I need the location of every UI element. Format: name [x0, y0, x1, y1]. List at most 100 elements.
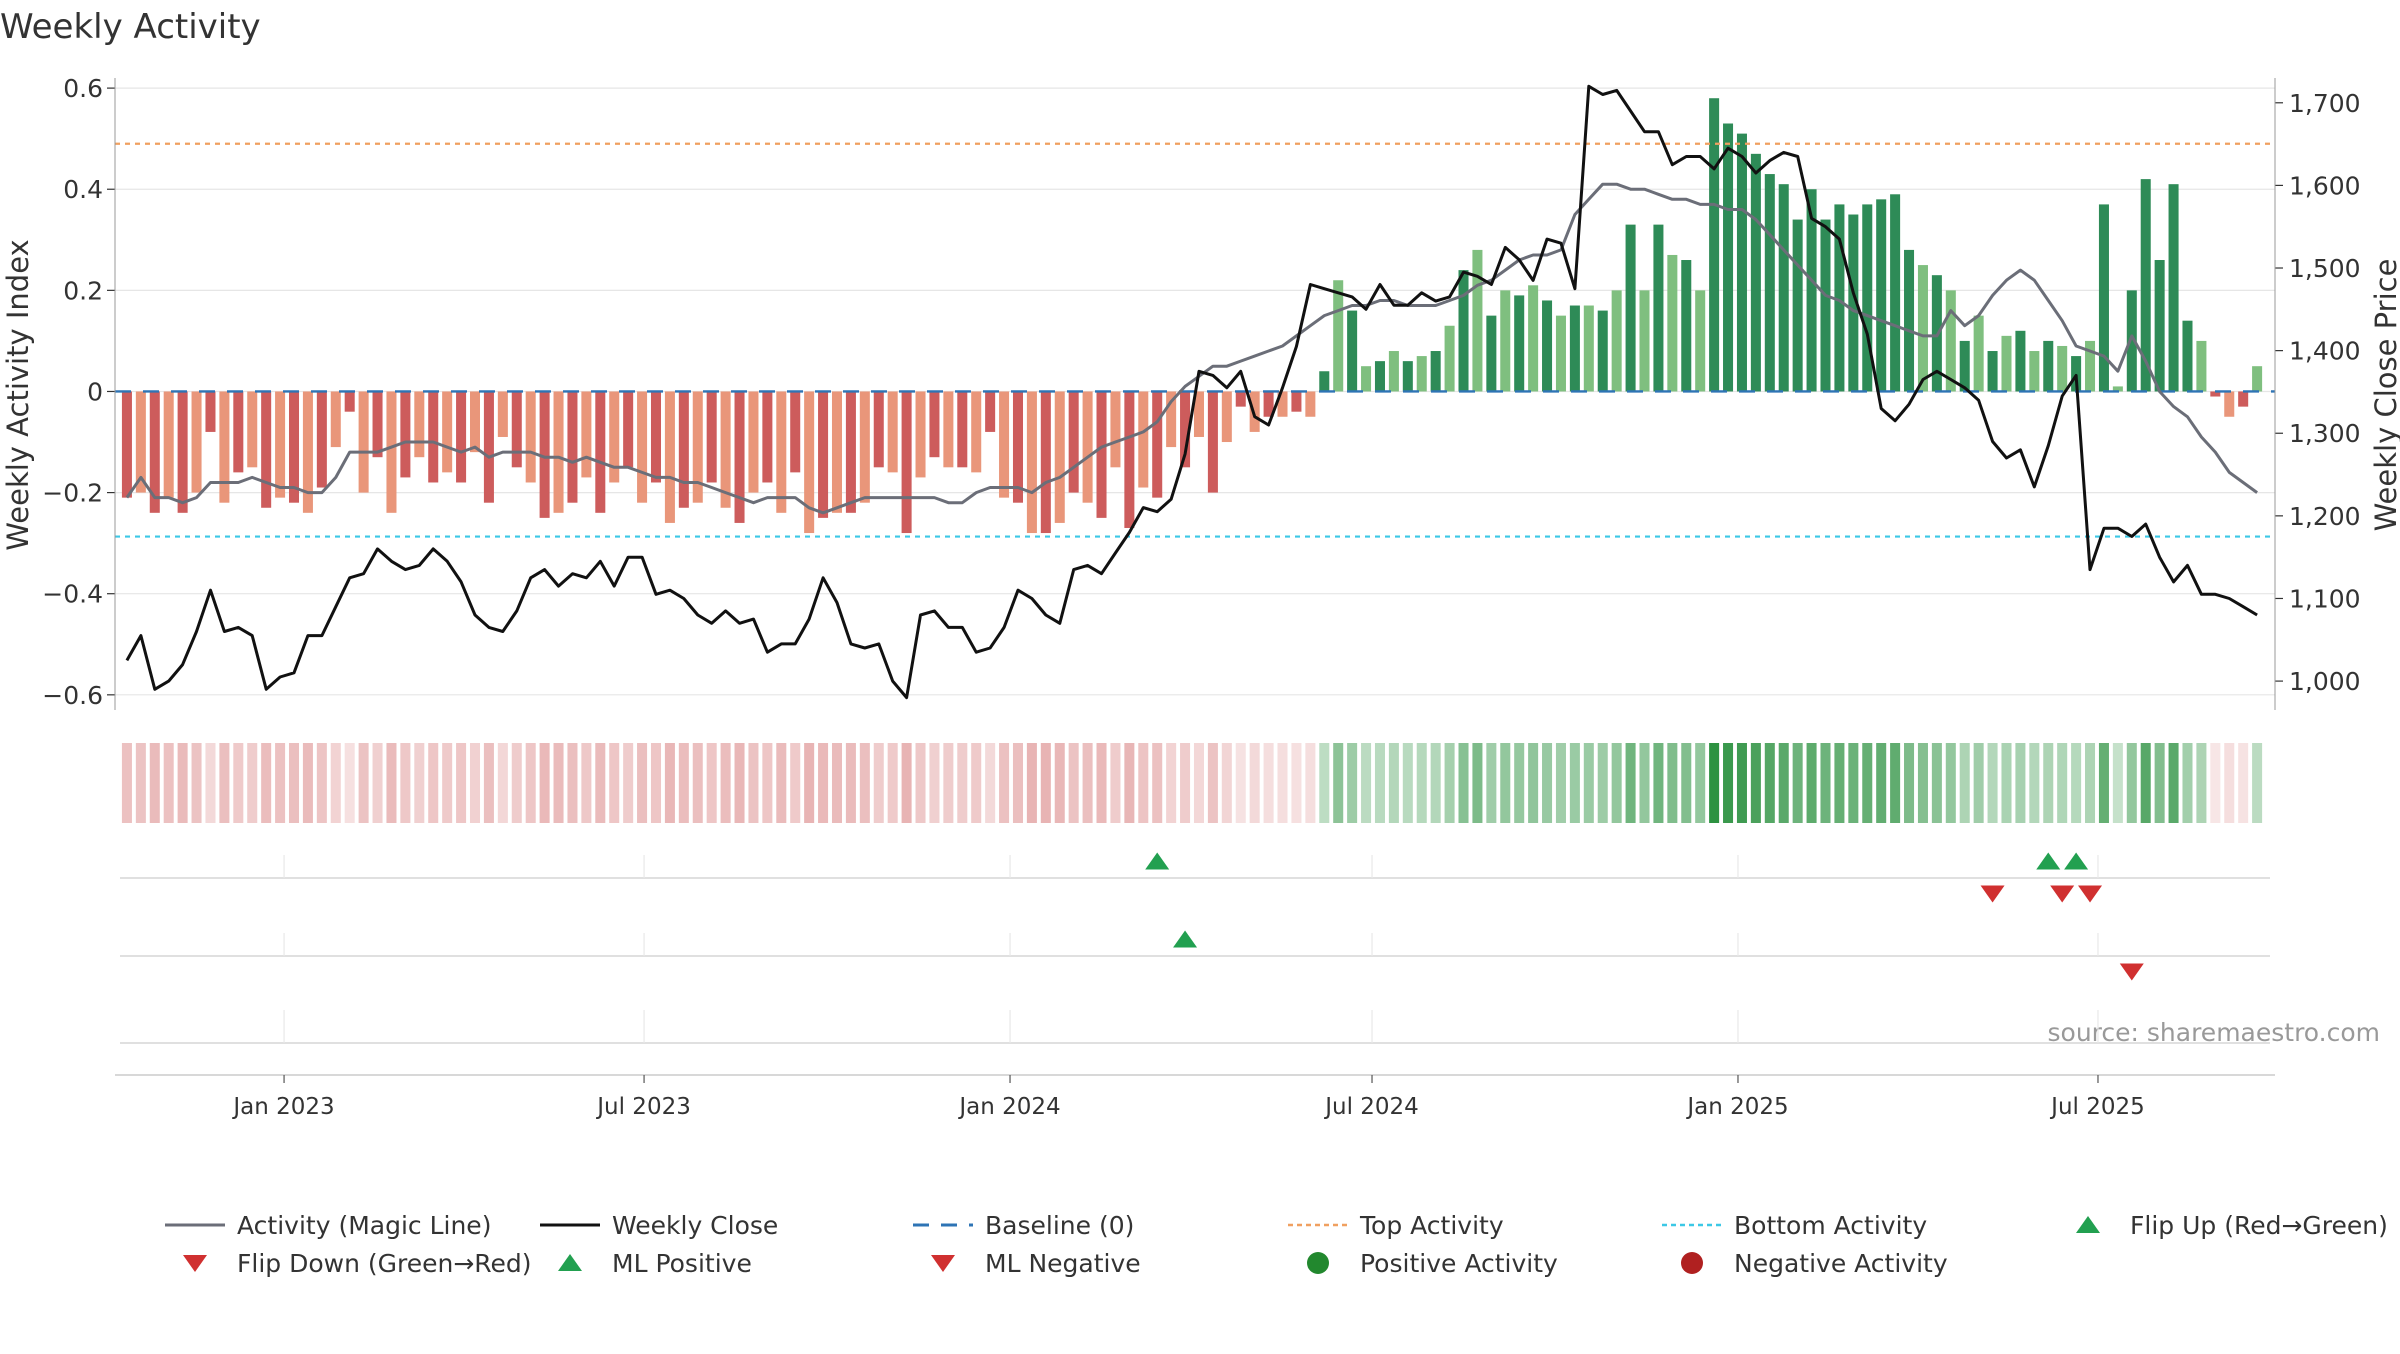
heat-cell: [456, 743, 467, 823]
heat-cell: [1514, 743, 1525, 823]
activity-bar: [1597, 310, 1608, 392]
activity-bar: [1945, 290, 1956, 392]
activity-bar: [1890, 194, 1901, 392]
flip-down-marker: [2050, 885, 2075, 903]
activity-bar: [483, 391, 494, 503]
heat-cell: [469, 743, 481, 823]
activity-bar: [1792, 219, 1803, 392]
y2-tick-label: 1,100: [2289, 584, 2361, 613]
heat-cell: [1987, 743, 1998, 823]
activity-bar: [1542, 300, 1553, 392]
heat-cell: [1931, 743, 1942, 823]
activity-bar: [2015, 330, 2026, 392]
activity-bar: [2112, 386, 2123, 392]
activity-bar: [706, 391, 717, 483]
activity-bar: [1430, 351, 1441, 392]
flip-down-marker: [1980, 885, 2005, 903]
heat-cell: [1820, 743, 1831, 823]
flip-up-marker: [2064, 852, 2089, 870]
flip-up-marker: [1145, 852, 1170, 870]
activity-bar: [776, 391, 787, 513]
heat-cell: [929, 743, 940, 823]
heat-cell: [330, 743, 341, 823]
activity-bar: [971, 391, 982, 473]
heat-cell: [971, 743, 982, 823]
heat-cell: [1193, 743, 1204, 823]
heat-cell: [2140, 743, 2151, 823]
heat-cell: [818, 743, 829, 823]
heat-cell: [1166, 743, 1177, 823]
activity-bar: [149, 391, 160, 513]
activity-bar: [831, 391, 843, 513]
heat-cell: [400, 743, 411, 823]
heat-cell: [372, 743, 383, 823]
activity-bar: [2043, 340, 2054, 392]
activity-bar: [1012, 391, 1023, 503]
activity-bar: [1959, 340, 1970, 392]
heat-cell: [511, 743, 522, 823]
heat-cell: [2057, 743, 2068, 823]
heat-cell: [623, 743, 634, 823]
activity-bar: [581, 391, 592, 478]
activity-bar: [1152, 391, 1163, 498]
activity-bar: [1096, 391, 1107, 518]
heat-cell: [539, 743, 550, 823]
heat-cell: [2224, 743, 2235, 823]
activity-bar: [1695, 290, 1706, 392]
y-tick-label: 0.2: [63, 276, 103, 305]
legend-label: Top Activity: [1359, 1211, 1504, 1240]
activity-bar: [1291, 391, 1302, 412]
legend-swatch-circle: [1681, 1252, 1703, 1274]
activity-bar: [1750, 153, 1761, 392]
heat-cell: [288, 743, 300, 823]
activity-bar: [1124, 391, 1135, 528]
heat-cell: [845, 743, 856, 823]
activity-bar: [1583, 305, 1594, 392]
activity-bar: [1374, 361, 1385, 392]
heat-cell: [1500, 743, 1511, 823]
activity-bar: [1458, 270, 1469, 392]
activity-bar: [553, 391, 564, 513]
activity-bar: [1444, 325, 1455, 392]
heat-cell: [1709, 743, 1720, 823]
heat-cell: [1890, 743, 1901, 823]
activity-bar: [1486, 315, 1497, 392]
heat-cell: [1695, 743, 1706, 823]
heat-cell: [233, 743, 244, 823]
activity-bar: [1263, 391, 1274, 417]
activity-bar: [1500, 290, 1511, 392]
heat-cell: [915, 743, 926, 823]
heat-cell: [1472, 743, 1483, 823]
activity-bar: [330, 391, 341, 448]
heat-cell: [1110, 743, 1121, 823]
x-tick-label: Jan 2024: [957, 1094, 1060, 1120]
heat-cell: [149, 743, 160, 823]
heat-cell: [1068, 743, 1079, 823]
heat-cell: [1945, 743, 1956, 823]
flip-down-marker: [2078, 885, 2103, 903]
activity-bar: [372, 391, 383, 458]
activity-bar: [1082, 391, 1093, 503]
activity-bar: [2238, 391, 2249, 407]
activity-bar: [929, 391, 940, 458]
legend: Activity (Magic Line) Weekly Close Baselin…: [165, 1211, 2388, 1278]
activity-bar: [1681, 260, 1692, 392]
legend-swatch-down-triangle: [183, 1255, 207, 1272]
heat-cell: [2098, 743, 2109, 823]
activity-bar: [1904, 249, 1915, 392]
heat-cell: [1054, 743, 1065, 823]
heat-cell: [650, 743, 662, 823]
heat-cell: [1291, 743, 1302, 823]
legend-item: Positive Activity: [1307, 1249, 1558, 1278]
heat-cell: [1012, 743, 1023, 823]
heat-cell: [428, 743, 439, 823]
legend-item: Baseline (0): [913, 1211, 1134, 1240]
activity-bar: [1723, 123, 1734, 392]
activity-bar: [1402, 361, 1413, 392]
heat-cell: [1750, 743, 1761, 823]
activity-bar: [1514, 295, 1525, 392]
activity-bar: [1277, 391, 1288, 417]
heat-cell: [1876, 743, 1887, 823]
